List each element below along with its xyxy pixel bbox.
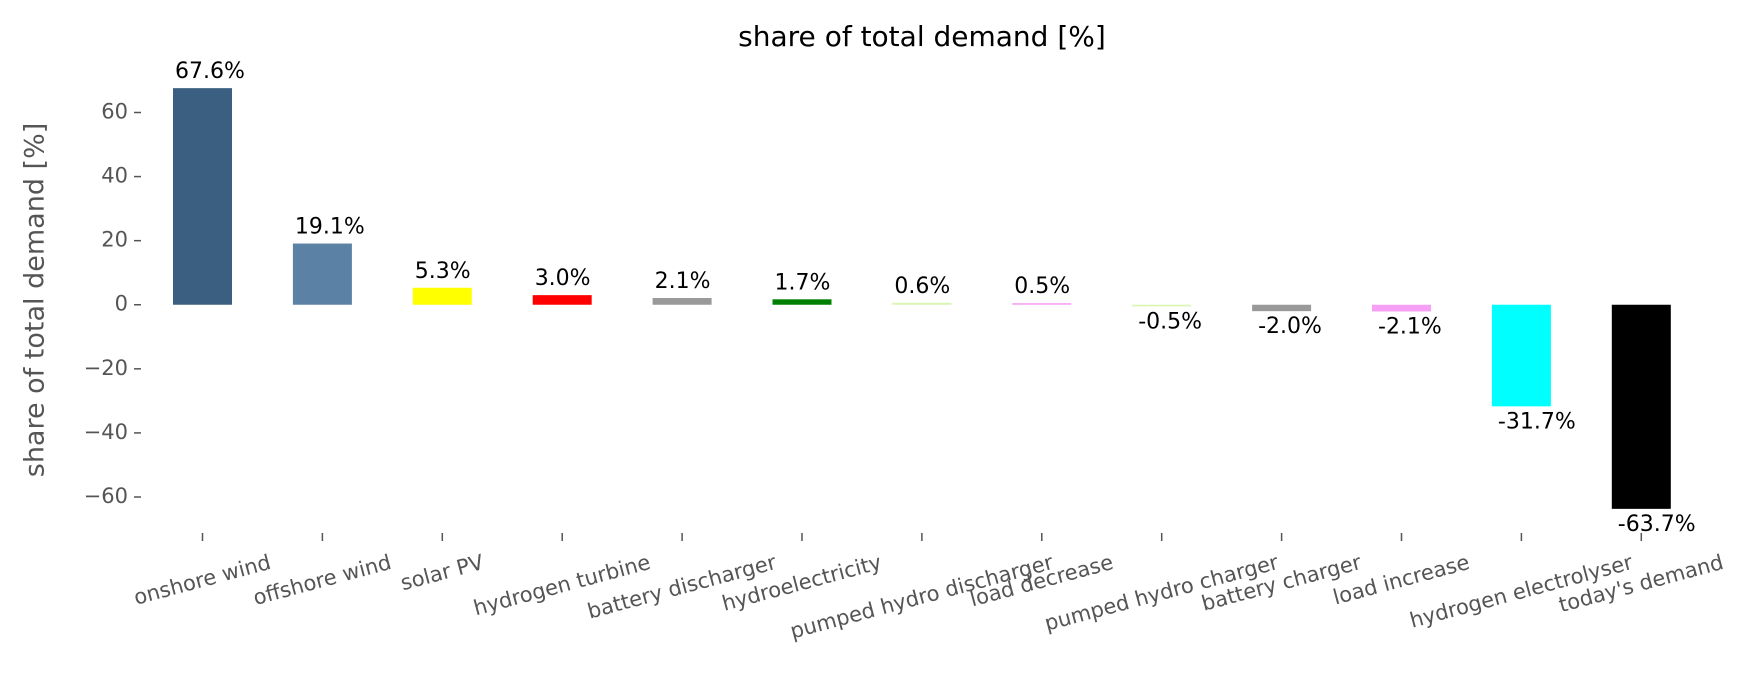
bar (1132, 304, 1192, 307)
bar (1491, 304, 1551, 407)
value-label: -2.1% (1378, 314, 1442, 339)
value-label: 67.6% (175, 59, 245, 84)
y-tick-label: −20 (84, 356, 128, 380)
value-label: -0.5% (1138, 309, 1202, 334)
value-label: -63.7% (1618, 512, 1696, 537)
bar (412, 287, 472, 305)
x-tick-label: offshore wind (251, 550, 394, 610)
value-label: 1.7% (775, 270, 831, 295)
y-tick-label: 20 (101, 228, 128, 252)
value-label: -31.7% (1498, 409, 1576, 434)
value-label: 19.1% (295, 215, 365, 240)
bar (292, 243, 352, 305)
y-tick-label: −60 (84, 484, 128, 508)
bar (772, 299, 832, 305)
bar (1372, 304, 1431, 312)
y-tick-label: 60 (101, 99, 128, 123)
value-label: 0.6% (894, 274, 950, 299)
bar (1252, 304, 1312, 312)
value-label: -2.0% (1258, 314, 1322, 339)
value-label: 2.1% (655, 269, 711, 294)
bar (892, 302, 952, 305)
x-tick-label: onshore wind (131, 550, 273, 610)
y-tick-label: 0 (115, 292, 128, 316)
bar (652, 298, 712, 305)
y-tick-label: −40 (84, 420, 128, 444)
x-tick-label: solar PV (398, 550, 487, 595)
bar (173, 88, 232, 305)
bar (532, 295, 592, 305)
value-label: 0.5% (1014, 274, 1070, 299)
chart-title: share of total demand [%] (738, 20, 1106, 53)
y-tick-label: 40 (101, 164, 128, 188)
y-axis-label: share of total demand [%] (20, 123, 51, 478)
bar (1611, 304, 1671, 509)
value-label: 5.3% (415, 259, 471, 284)
value-label: 3.0% (535, 266, 591, 291)
bar (1012, 303, 1072, 305)
